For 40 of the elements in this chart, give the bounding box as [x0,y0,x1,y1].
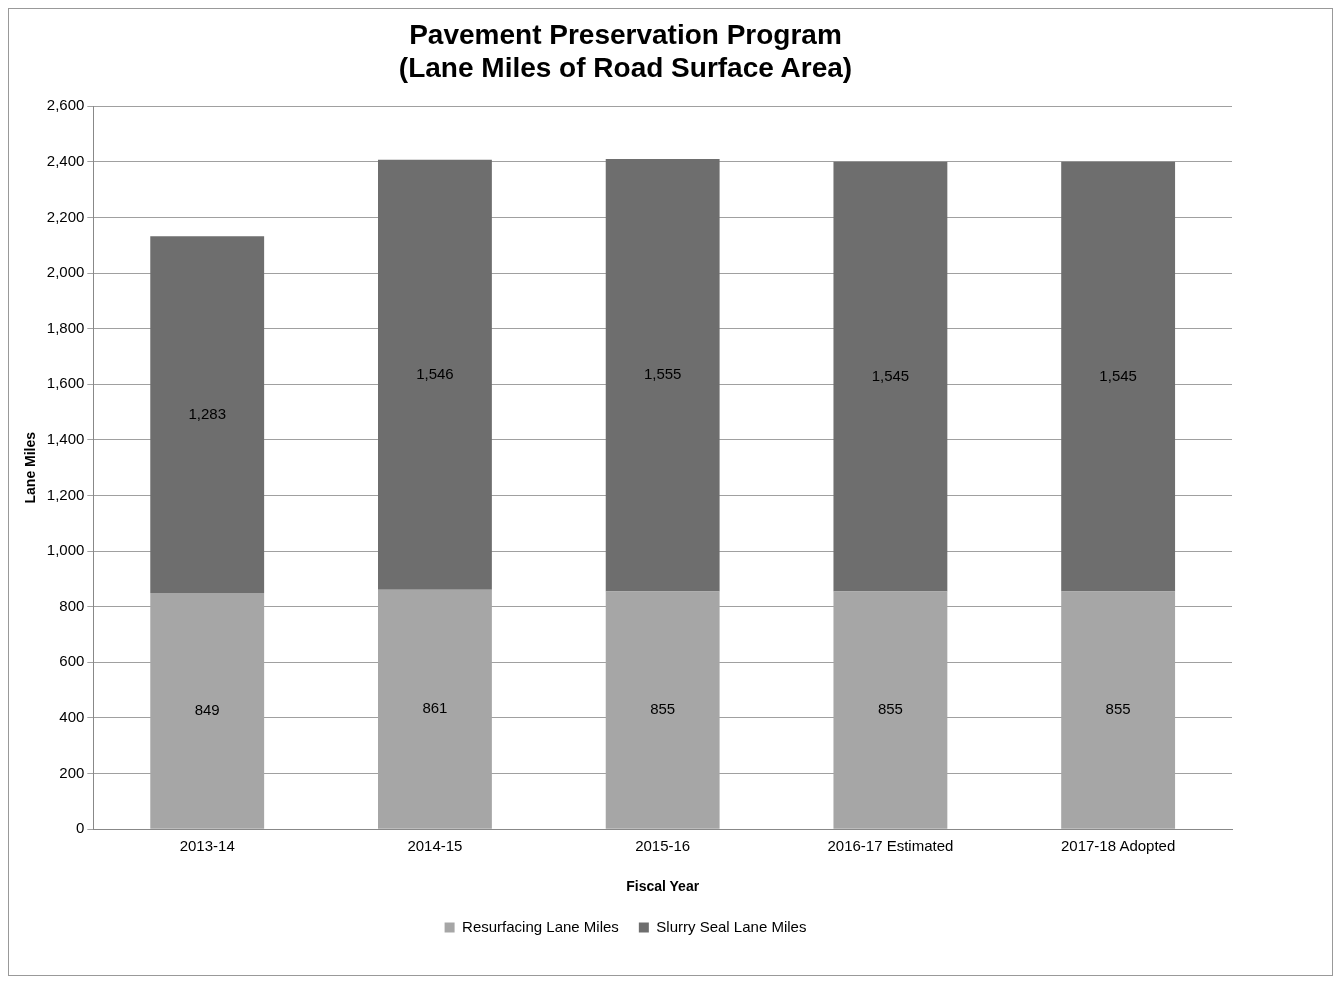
y-tick-label: 1,400 [46,430,85,448]
y-tick-label: 0 [75,819,85,837]
x-axis-title: Fiscal Year [626,878,700,895]
text: Pavement Preservation Program [409,18,842,50]
y-tick-label: 2,600 [46,96,85,114]
y-tick-label: 600 [59,652,85,670]
y-tick-label: 1,200 [46,485,85,503]
x-tick-label: 2015-16 [635,837,691,855]
y-tick-label: 1,800 [46,318,85,336]
data-label: 855 [877,700,903,718]
y-axis-title: Lane Miles [22,431,39,504]
legend-label: Slurry Seal Lane Miles [656,917,807,935]
data-label: 1,283 [188,404,226,422]
data-label: 1,545 [871,366,910,384]
y-tick-label: 1,000 [46,541,85,559]
data-label: 849 [194,701,220,719]
y-tick-label: 200 [59,763,85,781]
y-tick-label: 1,600 [46,374,85,392]
data-label: 855 [1105,700,1131,718]
data-label: 1,545 [1099,366,1137,384]
y-tick-label: 2,000 [46,263,85,281]
bar [378,159,492,590]
data-label: 1,555 [643,365,682,383]
data-label: 1,546 [416,364,454,382]
bar [605,159,720,592]
bar [150,236,265,594]
bar [1061,161,1176,592]
y-tick-label: 800 [59,596,85,614]
y-tick-label: 400 [59,708,85,726]
y-tick-label: 2,400 [46,151,85,169]
legend-label: Resurfacing Lane Miles [462,917,619,935]
x-tick-label: 2016-17 Estimated [827,837,954,855]
x-tick-label: 2014-15 [407,837,463,855]
data-label: 861 [422,699,448,717]
x-tick-label: 2017-18 Adopted [1060,837,1176,855]
text: (Lane Miles of Road Surface Area) [398,52,853,84]
x-tick-label: 2013-14 [179,837,235,855]
y-tick-label: 2,200 [46,207,85,225]
bar [833,161,948,592]
data-label: 855 [650,700,676,718]
